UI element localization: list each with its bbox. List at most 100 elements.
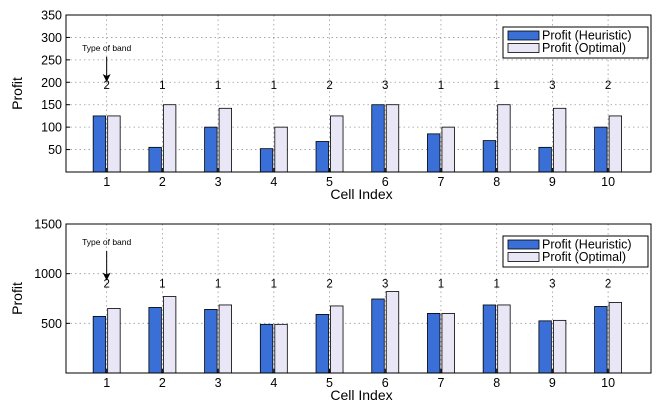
legend-swatch-optimal <box>507 252 540 262</box>
band-type-label: 3 <box>382 80 388 92</box>
bar-optimal <box>107 115 121 173</box>
bar-optimal <box>274 323 288 374</box>
bar-heuristic <box>482 304 497 374</box>
bar-optimal <box>608 115 622 173</box>
legend: Profit (Heuristic) Profit (Optimal) <box>502 235 649 268</box>
bar-optimal <box>552 319 567 374</box>
legend-swatch-optimal <box>507 43 540 53</box>
x-tick-label: 4 <box>270 376 277 390</box>
legend-label-optimal: Profit (Optimal) <box>542 250 626 264</box>
x-tick-label: 7 <box>437 175 444 189</box>
top-chart: 2 1 1 1 2 3 1 1 3 2 Type of band 50 100 150 200 250 30… <box>9 9 652 202</box>
bar-heuristic <box>427 312 441 374</box>
band-type-labels: 2 1 1 1 2 3 1 1 3 2 <box>103 279 611 291</box>
y-tick-label: 150 <box>41 98 62 112</box>
x-tick-label: 8 <box>493 175 500 189</box>
x-tick-label: 9 <box>549 175 556 189</box>
bottom-chart: 2 1 1 1 2 3 1 1 3 2 Type of band 500 1000 1500 1 2 3 4… <box>9 218 652 403</box>
bar-optimal <box>385 104 400 173</box>
band-type-label: 1 <box>493 279 499 291</box>
y-tick-label: 300 <box>41 31 62 45</box>
band-type-label: 2 <box>326 279 332 291</box>
legend-label-optimal: Profit (Optimal) <box>542 41 626 55</box>
y-tick-label: 350 <box>41 9 62 23</box>
plot-frame <box>65 14 652 173</box>
x-tick-label: 3 <box>215 376 222 390</box>
bar-heuristic <box>371 298 385 374</box>
bar-heuristic <box>371 104 385 173</box>
x-tick-labels: 1 2 3 4 5 6 7 8 9 10 <box>103 369 615 390</box>
bar-optimal <box>162 104 177 173</box>
legend-swatch-heuristic <box>507 30 540 41</box>
bar-optimal <box>218 304 233 374</box>
x-tick-label: 1 <box>103 175 110 189</box>
band-type-label: 3 <box>549 279 555 291</box>
x-axis-label: Cell Index <box>330 387 392 403</box>
band-type-label: 1 <box>215 279 221 291</box>
y-tick-label: 500 <box>41 317 62 331</box>
y-tick-label: 1500 <box>34 218 62 232</box>
bar-heuristic <box>538 146 552 173</box>
bar-heuristic <box>482 140 497 173</box>
x-tick-label: 4 <box>270 175 277 189</box>
x-tick-label: 1 <box>103 376 110 390</box>
bar-optimal <box>497 104 511 173</box>
band-type-label: 1 <box>493 80 499 92</box>
band-type-label: 2 <box>605 80 611 92</box>
bar-heuristic <box>148 307 162 374</box>
bar-heuristic <box>315 313 329 374</box>
bar-heuristic <box>204 309 218 374</box>
legend-label-heuristic: Profit (Heuristic) <box>542 29 632 43</box>
y-tick-label: 100 <box>41 121 62 135</box>
x-tick-label: 10 <box>601 376 615 390</box>
bar-optimal <box>497 304 511 374</box>
legend: Profit (Heuristic) Profit (Optimal) <box>502 26 649 59</box>
x-axis-label: Cell Index <box>330 186 392 202</box>
x-tick-label: 3 <box>215 175 222 189</box>
y-tick-label: 250 <box>41 53 62 67</box>
legend-swatch-heuristic <box>507 239 540 250</box>
annotation-text: Type of band <box>82 237 131 247</box>
x-tick-label: 10 <box>601 175 615 189</box>
x-tick-label: 5 <box>326 175 333 189</box>
bar-optimal <box>441 126 455 173</box>
x-tick-label: 6 <box>382 175 389 189</box>
type-of-band-annotation: Type of band <box>82 237 132 281</box>
bar-optimal <box>441 312 455 374</box>
band-type-label: 1 <box>159 80 165 92</box>
bar-optimal <box>107 308 121 374</box>
bars <box>92 104 622 173</box>
bar-heuristic <box>92 315 107 374</box>
bar-optimal <box>385 291 400 374</box>
bar-heuristic <box>92 115 107 173</box>
bar-heuristic <box>259 148 274 173</box>
band-type-label: 1 <box>271 80 277 92</box>
bar-optimal <box>608 302 622 374</box>
legend-label-heuristic: Profit (Heuristic) <box>542 238 632 252</box>
band-type-label: 3 <box>382 279 388 291</box>
band-type-label: 1 <box>215 80 221 92</box>
x-tick-label: 6 <box>382 376 389 390</box>
y-axis-label: Profit <box>9 77 25 110</box>
bar-heuristic <box>594 306 608 374</box>
bar-optimal <box>162 296 177 374</box>
band-type-label: 3 <box>549 80 555 92</box>
bar-heuristic <box>315 141 329 173</box>
plot-frame <box>65 223 652 374</box>
bar-optimal <box>274 126 288 173</box>
band-type-label: 1 <box>438 80 444 92</box>
bar-optimal <box>218 107 233 173</box>
bar-optimal <box>552 107 567 173</box>
y-tick-label: 200 <box>41 76 62 90</box>
x-tick-label: 9 <box>549 376 556 390</box>
bar-optimal <box>330 305 344 374</box>
type-of-band-annotation: Type of band <box>82 43 132 83</box>
band-type-label: 2 <box>605 279 611 291</box>
bar-heuristic <box>148 146 162 173</box>
y-tick-labels: 50 100 150 200 250 300 350 <box>41 9 70 157</box>
x-tick-label: 5 <box>326 376 333 390</box>
bars <box>92 291 622 374</box>
bar-heuristic <box>204 126 218 173</box>
bar-heuristic <box>259 323 274 374</box>
